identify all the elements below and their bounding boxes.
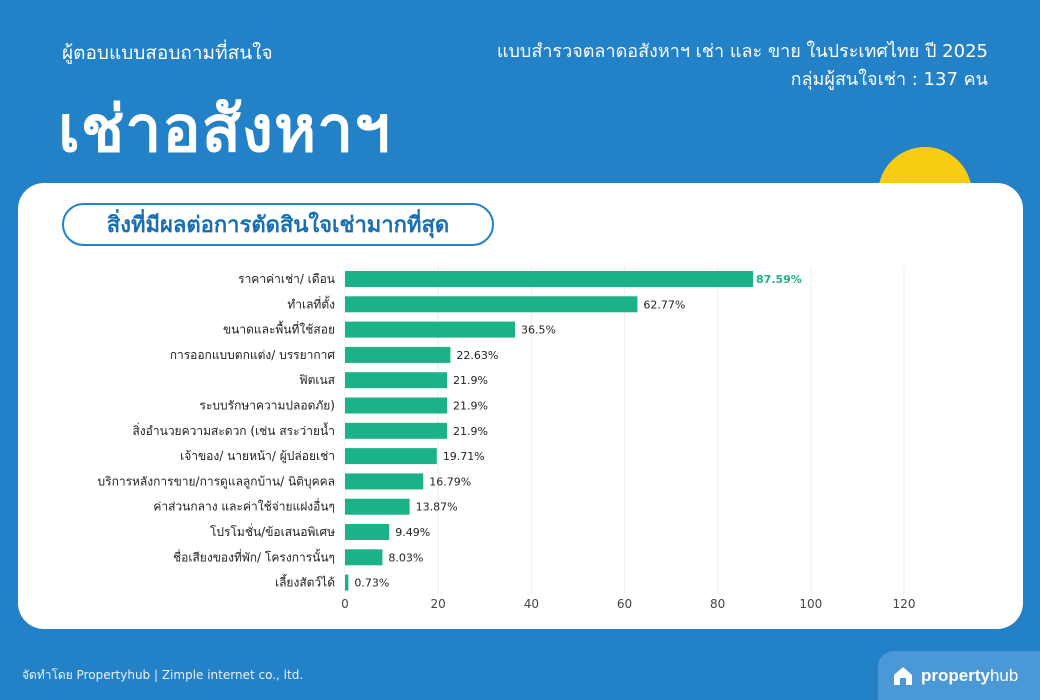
- bar: [345, 422, 448, 439]
- value-label: 9.49%: [395, 526, 430, 539]
- bar: [345, 397, 448, 414]
- category-label: ฟิตเนส: [299, 373, 336, 387]
- value-label: 22.63%: [456, 349, 498, 362]
- category-label: ราคาค่าเช่า/ เดือน: [238, 272, 335, 286]
- bar: [345, 473, 424, 490]
- value-label: 21.9%: [453, 400, 488, 413]
- category-label: เจ้าของ/ นายหน้า/ ผู้ปล่อยเช่า: [180, 449, 335, 464]
- category-label: ระบบรักษาความปลอดภัย): [200, 399, 336, 413]
- bar: [345, 448, 437, 465]
- value-label: 0.73%: [354, 577, 389, 590]
- bar: [345, 524, 390, 540]
- chart-title: สิ่งที่มีผลต่อการตัดสินใจเช่ามากที่สุด: [62, 203, 494, 246]
- value-label: 16.79%: [429, 475, 471, 488]
- bar: [345, 271, 754, 287]
- value-label: 21.9%: [453, 374, 488, 387]
- value-label: 21.9%: [453, 425, 488, 438]
- value-label: 8.03%: [388, 551, 423, 564]
- value-label: 87.59%: [756, 273, 802, 286]
- bar: [345, 574, 349, 591]
- value-label: 19.71%: [443, 450, 485, 463]
- category-label: การออกแบบตกแต่ง/ บรรยากาศ: [170, 348, 336, 362]
- x-tick-label: 40: [524, 597, 539, 611]
- value-label: 62.77%: [643, 298, 685, 311]
- bar: [345, 346, 451, 363]
- category-label: โปรโมชั่น/ข้อเสนอพิเศษ: [210, 523, 335, 539]
- x-tick-label: 100: [799, 597, 822, 611]
- x-tick-label: 80: [710, 597, 725, 611]
- category-label: บริการหลังการขาย/การดูแลลูกบ้าน/ นิติบุค…: [98, 474, 336, 489]
- respondent-count: กลุ่มผู้สนใจเช่า : 137 คน: [790, 69, 988, 90]
- category-label: เลี้ยงสัตว์ได้: [275, 574, 335, 590]
- x-tick-label: 120: [893, 597, 916, 611]
- category-label: ทำเลที่ตั้ง: [287, 295, 335, 311]
- category-label: ค่าส่วนกลาง และค่าใช้จ่ายแฝงอื่นๆ: [153, 498, 335, 514]
- value-label: 36.5%: [521, 324, 556, 337]
- chart-card: [18, 183, 1023, 629]
- survey-info: แบบสำรวจตลาดอสังหาฯ เช่า และ ขาย ในประเท…: [497, 38, 988, 94]
- survey-title: แบบสำรวจตลาดอสังหาฯ เช่า และ ขาย ในประเท…: [496, 41, 988, 62]
- logo-wordmark-bold: property: [921, 665, 990, 685]
- bar: [345, 498, 410, 515]
- bar: [345, 372, 448, 389]
- category-label: สิ่งอำนวยความสะดวก (เช่น สระว่ายน้ำ: [132, 422, 335, 438]
- hero-title: เช่าอสังหาฯ: [58, 93, 392, 167]
- bar: [345, 321, 516, 338]
- house-icon: [894, 666, 912, 685]
- value-label: 13.87%: [416, 501, 458, 514]
- bar: [345, 549, 383, 566]
- x-tick-label: 0: [341, 597, 349, 611]
- brand-logo[interactable]: propertyhub: [878, 651, 1040, 700]
- category-label: ขนาดและพื้นที่ใช้สอย: [223, 321, 335, 337]
- bar: [345, 296, 638, 313]
- eyebrow-text: ผู้ตอบแบบสอบถามที่สนใจ: [62, 42, 273, 64]
- x-tick-label: 60: [617, 597, 632, 611]
- x-tick-label: 20: [431, 597, 446, 611]
- category-label: ชื่อเสียงของที่พัก/ โครงการนั้นๆ: [173, 548, 335, 564]
- logo-wordmark-light: hub: [989, 665, 1019, 685]
- footer-credit: จัดทำโดย Propertyhub | Zimple internet c…: [22, 668, 304, 682]
- logo-wordmark: propertyhub: [921, 666, 1018, 686]
